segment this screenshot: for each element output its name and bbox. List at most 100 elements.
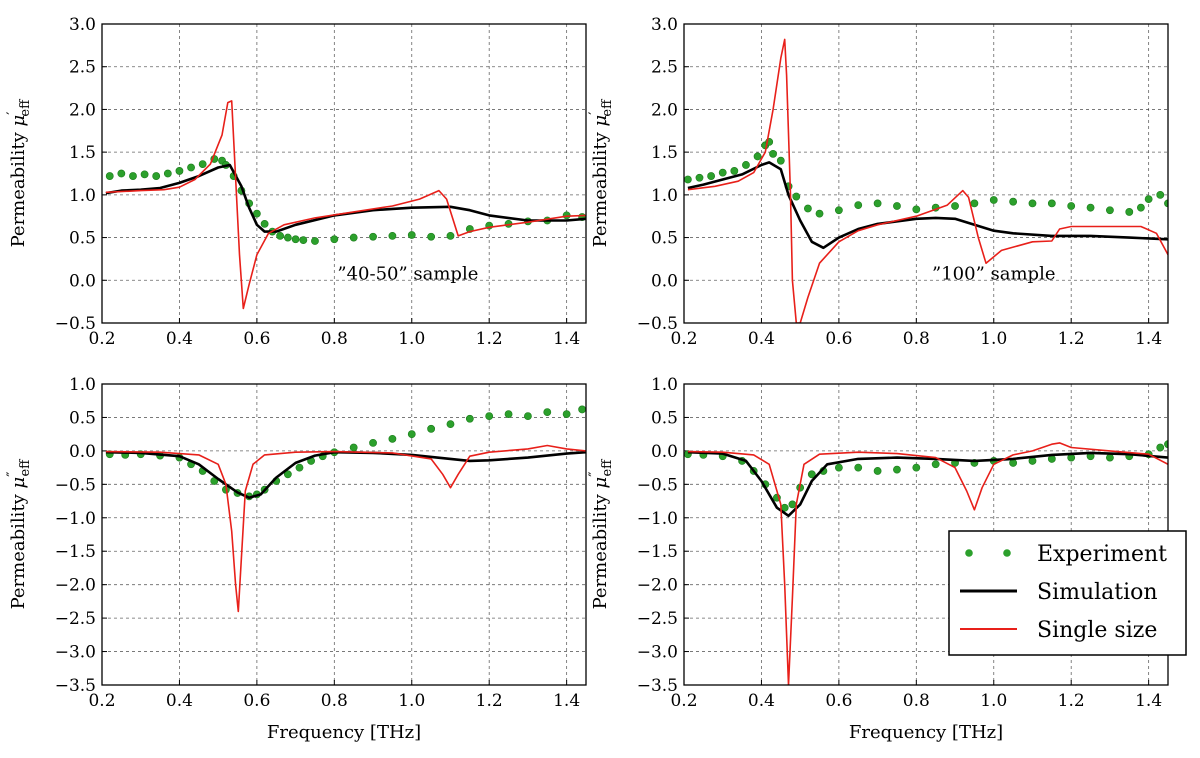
y-tick-label: 1.0 (651, 186, 678, 206)
experiment-point (369, 438, 377, 447)
x-tick-label: 0.6 (825, 329, 852, 349)
experiment-point (330, 235, 339, 244)
experiment-point (730, 167, 739, 175)
panel-top-left: 0.2 0.4 0.6 0.8 1.0 1.2 1.4 −0.5 0.0 0.5 1.0 1.5 2.0… (5, 15, 587, 349)
experiment-point (446, 231, 455, 240)
experiment-point (912, 463, 921, 472)
y-tick-label: 1.0 (69, 186, 96, 206)
y-tick-label: 1.0 (651, 375, 678, 395)
experiment-point (543, 408, 552, 416)
experiment-point (198, 160, 207, 169)
y-axis-label-prime: ″ (587, 472, 603, 477)
experiment-point (388, 231, 397, 240)
experiment-point (388, 434, 397, 443)
experiment-point (283, 470, 292, 479)
legend-label: Simulation (1037, 580, 1158, 605)
y-axis-label-symbol: μ (8, 115, 29, 127)
panel-top-right: 0.2 0.4 0.6 0.8 1.0 1.2 1.4 −0.5 0.0 0.5 1.0 1.5 2.0… (587, 15, 1169, 349)
x-tick-label: 0.8 (903, 691, 930, 711)
experiment-point (912, 205, 921, 214)
experiment-point (140, 170, 149, 179)
y-axis-label-text: Permeability (8, 488, 29, 609)
y-axis-label-prime: ″ (5, 472, 21, 477)
experiment-point (187, 163, 195, 172)
experiment-point (1164, 440, 1168, 449)
x-tick-label: 1.4 (1135, 691, 1162, 711)
y-tick-label: 0.0 (651, 271, 678, 291)
y-axis-label-subscript: eff (600, 458, 615, 477)
experiment-point (446, 420, 455, 429)
experiment-point (804, 204, 812, 213)
x-axis-label: Frequency [THz] (849, 722, 1003, 743)
experiment-point (295, 463, 304, 472)
experiment-point (1067, 202, 1076, 210)
simulation-line (105, 163, 586, 233)
x-tick-label: 1.2 (476, 691, 503, 711)
experiment-point (776, 156, 785, 165)
y-tick-label: −0.5 (637, 314, 678, 334)
experiment-point (873, 467, 882, 475)
experiment-point (1164, 199, 1168, 208)
y-tick-label: 2.0 (69, 100, 96, 120)
experiment-point (970, 199, 979, 208)
experiment-point (369, 232, 377, 241)
experiment-point (283, 233, 292, 242)
experiment-point (1136, 203, 1145, 212)
y-tick-label: 2.5 (69, 58, 96, 78)
simulation-line (105, 450, 586, 499)
experiment-point (695, 173, 704, 182)
y-tick-label: 2.5 (651, 58, 678, 78)
y-tick-label: −3.0 (637, 643, 678, 663)
experiment-point (407, 430, 416, 439)
x-tick-label: 1.4 (1135, 329, 1162, 349)
x-tick-label: 1.0 (398, 691, 425, 711)
x-tick-label: 0.2 (670, 691, 697, 711)
experiment-point (1125, 208, 1134, 216)
single-size-line (105, 100, 586, 310)
experiment-point (742, 161, 750, 169)
experiment-point (1028, 199, 1037, 208)
experiment-point (834, 463, 843, 472)
x-tick-label: 1.0 (980, 329, 1007, 349)
sample-annotation: ”100” sample (932, 263, 1055, 284)
x-tick-label: 0.8 (321, 691, 348, 711)
experiment-point (1009, 459, 1018, 467)
experiment-point (1156, 443, 1165, 452)
experiment-point (815, 209, 824, 218)
x-tick-label: 0.8 (321, 329, 348, 349)
x-tick-label: 0.2 (670, 329, 697, 349)
y-tick-label: −2.0 (55, 576, 96, 596)
y-tick-label: 1.5 (651, 143, 678, 163)
experiment-point (163, 169, 172, 178)
x-tick-label: 0.4 (166, 329, 193, 349)
single-size-line (105, 444, 586, 613)
y-axis-label-text: Permeability (8, 126, 29, 247)
experiment-point (299, 236, 308, 245)
simulation-line (687, 161, 1168, 250)
experiment-point (291, 235, 300, 244)
y-axis-label-subscript: eff (600, 98, 615, 117)
x-tick-label: 1.2 (1058, 691, 1085, 711)
experiment-point (260, 220, 269, 228)
experiment-point (504, 410, 513, 418)
experiment-point (524, 412, 532, 421)
y-axis-label: Permeability μ″eff (587, 458, 615, 610)
experiment-point (834, 206, 843, 215)
experiment-point (1106, 453, 1114, 462)
y-tick-label: −1.5 (55, 542, 96, 562)
x-tick-label: 1.4 (553, 691, 580, 711)
plot-frame (101, 23, 587, 324)
y-axis-label-prime: ′ (587, 112, 603, 115)
experiment-point (707, 172, 716, 180)
panel-bottom-left: 0.2 0.4 0.6 0.8 1.0 1.2 1.4 −3.5 −3.0 −2.5 −2.0 −1.… (5, 375, 587, 743)
y-tick-label: 1.5 (69, 143, 96, 163)
experiment-point (276, 231, 285, 240)
single-size-line (687, 442, 1168, 685)
y-axis-label-symbol: μ (8, 477, 29, 489)
legend-marker-experiment (1003, 549, 1011, 557)
experiment-point (769, 149, 777, 158)
y-tick-label: 0.0 (651, 442, 678, 462)
single-size-line (687, 38, 1168, 323)
x-tick-label: 0.4 (748, 691, 775, 711)
